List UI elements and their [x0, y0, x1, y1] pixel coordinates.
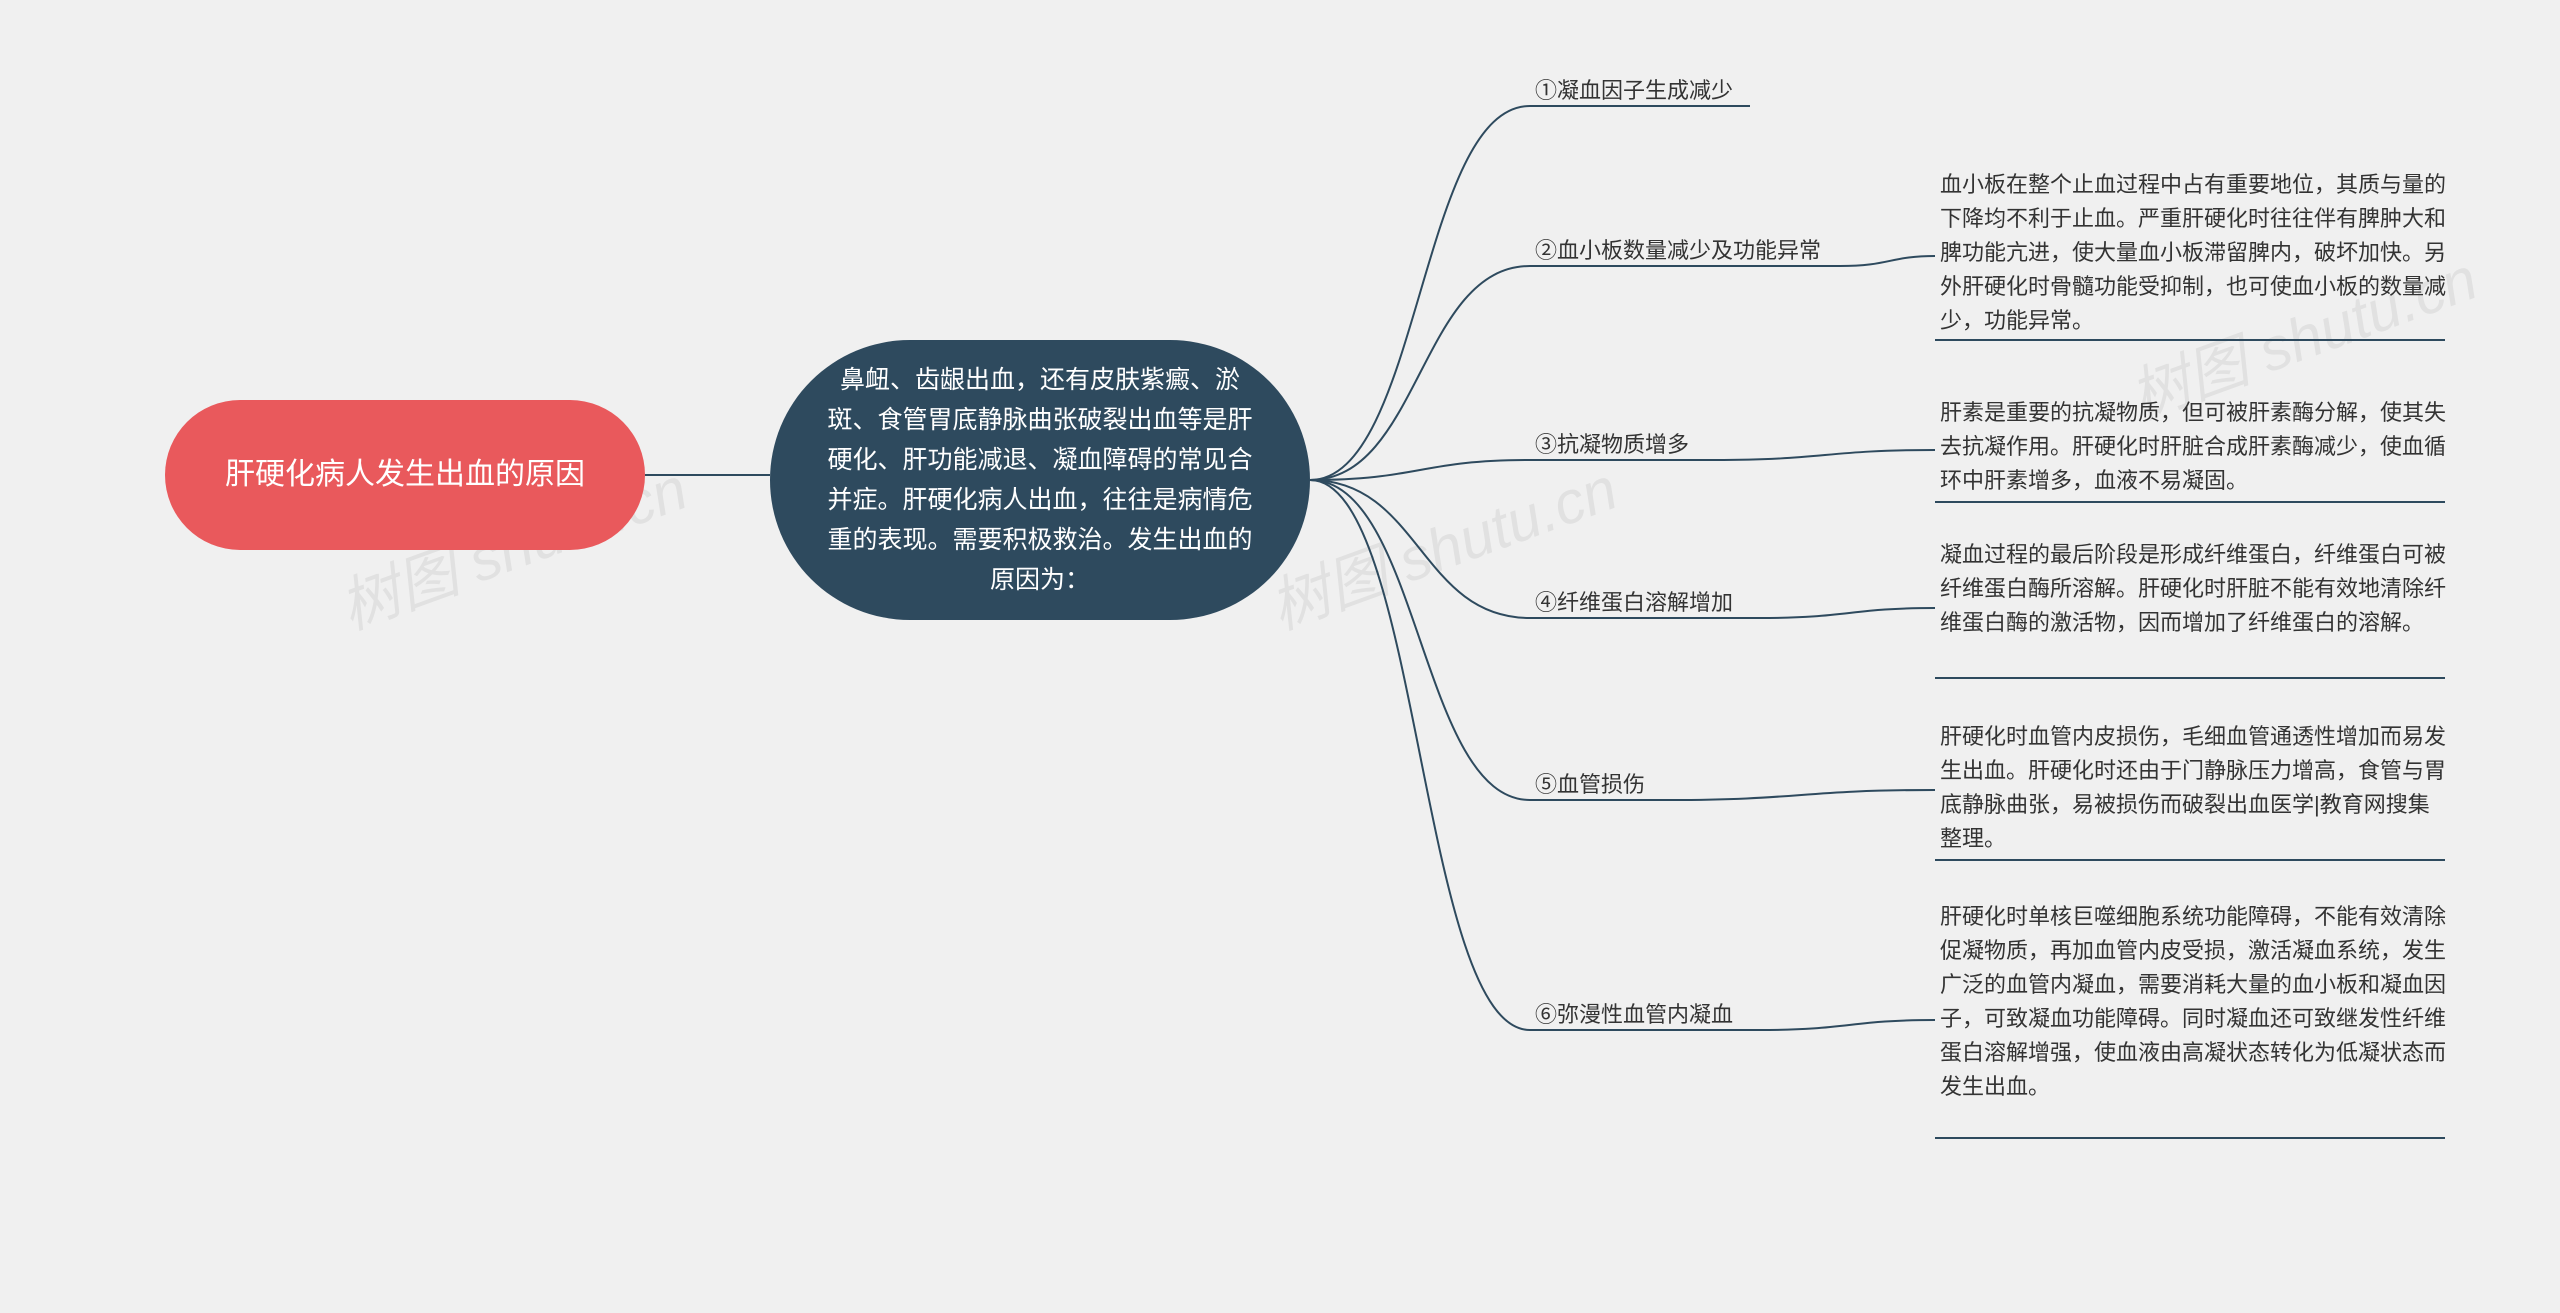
- root-label: 肝硬化病人发生出血的原因: [225, 451, 585, 499]
- branch-6-desc: 肝硬化时单核巨噬细胞系统功能障碍，不能有效清除促凝物质，再加血管内皮受损，激活凝…: [1940, 900, 2450, 1105]
- branch-4-desc: 凝血过程的最后阶段是形成纤维蛋白，纤维蛋白可被纤维蛋白酶所溶解。肝硬化时肝脏不能…: [1940, 538, 2450, 640]
- branch-3: ③抗凝物质增多: [1535, 428, 1689, 462]
- intro-node: 鼻衄、齿龈出血，还有皮肤紫癜、淤斑、食管胃底静脉曲张破裂出血等是肝硬化、肝功能减…: [770, 340, 1310, 620]
- root-node: 肝硬化病人发生出血的原因: [165, 400, 645, 550]
- branch-5: ⑤血管损伤: [1535, 768, 1645, 802]
- branch-2: ②血小板数量减少及功能异常: [1535, 234, 1821, 268]
- branch-1: ①凝血因子生成减少: [1535, 74, 1733, 108]
- branch-2-desc: 血小板在整个止血过程中占有重要地位，其质与量的下降均不利于止血。严重肝硬化时往往…: [1940, 168, 2450, 338]
- branch-3-desc: 肝素是重要的抗凝物质，但可被肝素酶分解，使其失去抗凝作用。肝硬化时肝脏合成肝素酶…: [1940, 396, 2450, 498]
- branch-4: ④纤维蛋白溶解增加: [1535, 586, 1733, 620]
- intro-text: 鼻衄、齿龈出血，还有皮肤紫癜、淤斑、食管胃底静脉曲张破裂出血等是肝硬化、肝功能减…: [825, 360, 1255, 600]
- branch-5-desc: 肝硬化时血管内皮损伤，毛细血管通透性增加而易发生出血。肝硬化时还由于门静脉压力增…: [1940, 720, 2450, 856]
- branch-6: ⑥弥漫性血管内凝血: [1535, 998, 1733, 1032]
